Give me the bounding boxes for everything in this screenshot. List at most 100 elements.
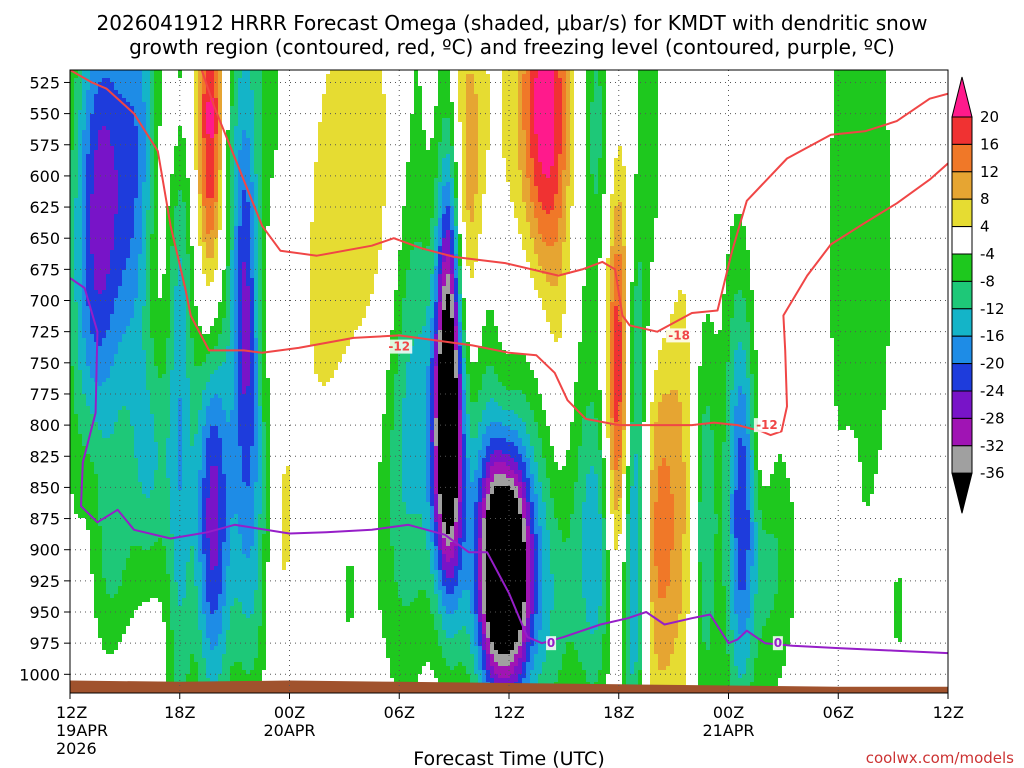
omega-cell [186, 350, 194, 354]
omega-cell [150, 266, 158, 270]
omega-cell [154, 134, 158, 138]
omega-cell [554, 162, 558, 166]
omega-cell [194, 78, 198, 82]
omega-cell [458, 102, 466, 106]
omega-cell [410, 262, 434, 266]
omega-cell [558, 282, 566, 286]
omega-cell [138, 162, 146, 166]
omega-cell [234, 226, 238, 230]
omega-cell [138, 158, 146, 162]
omega-cell [90, 374, 110, 378]
omega-cell [586, 130, 590, 134]
omega-cell [746, 298, 754, 302]
omega-cell [166, 350, 174, 354]
omega-cell [554, 138, 562, 142]
omega-cell [254, 170, 262, 174]
omega-cell [70, 242, 74, 246]
omega-cell [254, 354, 258, 358]
omega-cell [242, 366, 250, 370]
omega-cell [442, 322, 454, 326]
omega-cell [538, 262, 562, 266]
omega-cell [566, 198, 574, 202]
omega-cell [462, 306, 466, 310]
omega-cell [314, 206, 382, 210]
omega-cell [682, 422, 690, 426]
omega-cell [502, 98, 518, 102]
omega-cell [186, 286, 190, 290]
omega-cell [430, 418, 434, 422]
omega-cell [70, 170, 78, 174]
omega-cell [190, 426, 198, 430]
omega-cell [246, 390, 254, 394]
omega-cell [154, 122, 162, 126]
omega-cell [430, 414, 434, 418]
omega-cell [82, 318, 90, 322]
omega-cell [234, 246, 238, 250]
omega-cell [378, 462, 390, 466]
omega-cell [450, 278, 454, 282]
omega-cell [590, 150, 602, 154]
omega-cell [406, 366, 426, 370]
omega-cell [458, 310, 462, 314]
omega-cell [586, 86, 594, 90]
omega-cell [558, 70, 566, 74]
omega-cell [642, 346, 646, 350]
omega-cell [558, 222, 566, 226]
omega-cell [234, 262, 238, 266]
omega-cell [322, 94, 386, 98]
omega-cell [462, 458, 466, 462]
omega-cell [70, 394, 74, 398]
omega-cell [218, 186, 222, 190]
omega-cell [478, 390, 522, 394]
omega-cell [470, 386, 482, 390]
omega-cell [726, 286, 750, 290]
omega-cell [638, 110, 658, 114]
omega-cell [234, 162, 238, 166]
omega-cell [734, 358, 746, 362]
omega-cell [262, 406, 270, 410]
omega-cell [70, 110, 74, 114]
omega-cell [738, 450, 746, 454]
omega-cell [258, 414, 262, 418]
omega-cell [154, 142, 158, 146]
omega-cell [154, 170, 158, 174]
omega-cell [458, 478, 462, 482]
omega-cell [86, 170, 94, 174]
omega-cell [206, 194, 214, 198]
omega-cell [570, 86, 574, 90]
omega-cell [146, 226, 154, 230]
omega-cell [462, 438, 466, 442]
omega-cell [630, 314, 634, 318]
omega-cell [746, 302, 754, 306]
omega-cell [450, 266, 454, 270]
omega-cell [258, 450, 262, 454]
omega-cell [454, 182, 458, 186]
omega-cell [322, 110, 386, 114]
omega-cell [654, 450, 682, 454]
omega-cell [166, 366, 174, 370]
omega-cell [834, 106, 886, 110]
omega-cell [78, 178, 82, 182]
omega-cell [238, 210, 242, 214]
omega-cell [70, 146, 74, 150]
omega-cell [230, 250, 234, 254]
omega-cell [634, 242, 654, 246]
omega-cell [78, 326, 82, 330]
omega-cell [534, 98, 554, 102]
omega-cell [642, 270, 650, 274]
omega-cell [634, 294, 642, 298]
omega-cell [426, 394, 430, 398]
omega-cell [478, 462, 482, 466]
omega-cell [462, 326, 466, 330]
omega-cell [462, 178, 466, 182]
omega-cell [402, 454, 426, 458]
omega-cell [74, 294, 82, 298]
omega-cell [442, 206, 446, 210]
omega-cell [226, 278, 230, 282]
omega-cell [566, 190, 574, 194]
omega-cell [214, 94, 218, 98]
omega-cell [610, 410, 614, 414]
omega-cell [110, 318, 130, 322]
omega-cell [482, 414, 518, 418]
omega-cell [434, 202, 438, 206]
